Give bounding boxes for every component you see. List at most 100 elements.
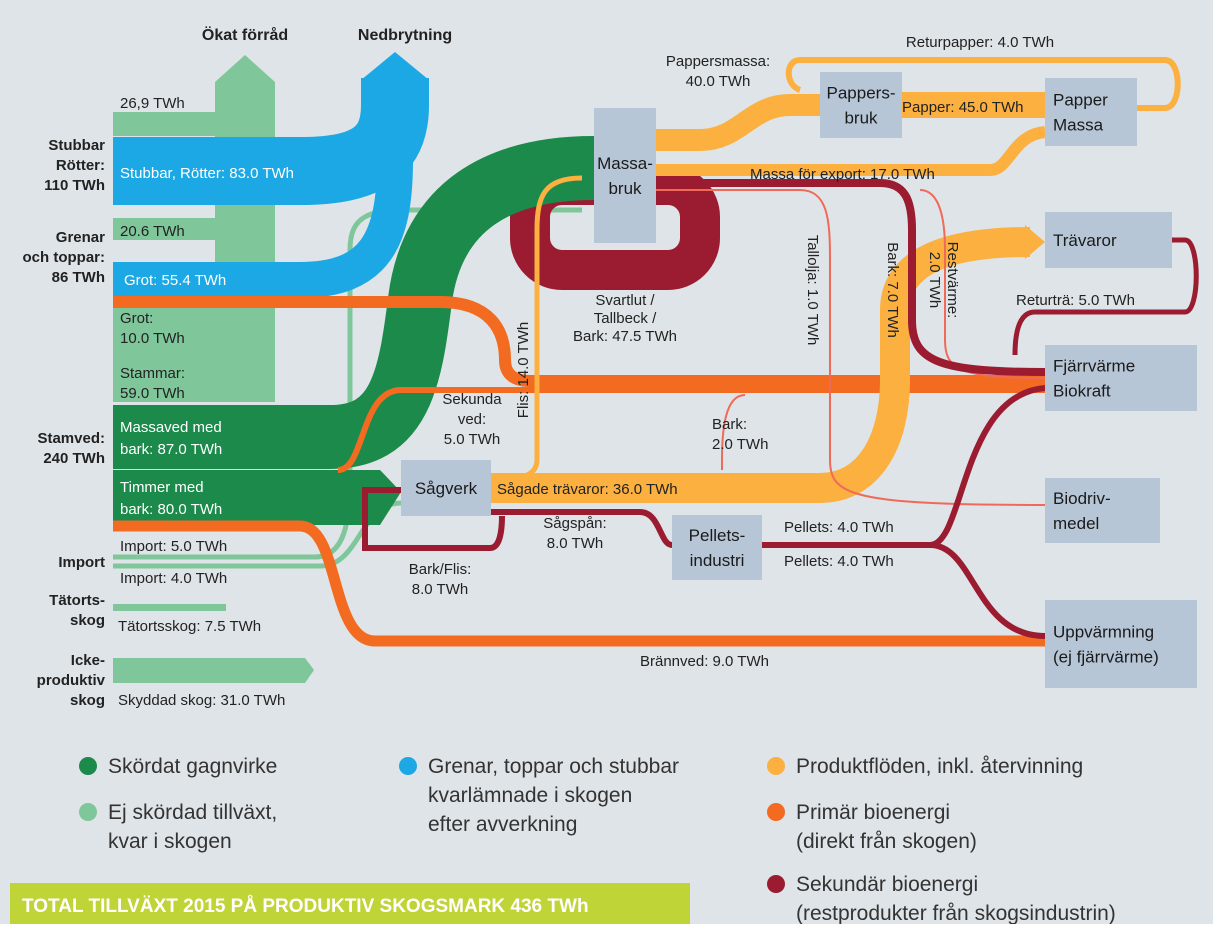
flow-label-line: Import: 5.0 TWh bbox=[120, 538, 227, 555]
node-label-line: bruk bbox=[844, 109, 878, 128]
flow-label: Stammar: 59.0 TWh bbox=[120, 365, 185, 402]
flow-label-line: Tätortsskog: 7.5 TWh bbox=[118, 618, 261, 635]
legend-dot bbox=[79, 757, 97, 775]
flow-label: Bark: 7.0 TWh bbox=[884, 242, 901, 338]
footer-text: TOTAL TILLVÄXT 2015 PÅ PRODUKTIV SKOGSMA… bbox=[22, 896, 589, 917]
flow bbox=[113, 296, 1045, 387]
legend-label: Produktflöden, inkl. återvinning bbox=[796, 755, 1083, 778]
flow bbox=[113, 159, 413, 298]
flow-label-line: 40.0 TWh bbox=[686, 73, 751, 90]
flow bbox=[113, 112, 243, 136]
node-label-line: Papper bbox=[1053, 91, 1108, 110]
flow-label: Svartlut / Tallbeck / Bark: 47.5 TWh bbox=[573, 292, 677, 345]
flow bbox=[113, 78, 429, 205]
flow-label-line: Pappersmassa: bbox=[666, 53, 770, 70]
flow-label: Import: 5.0 TWh bbox=[120, 538, 227, 555]
node-label-line: Trävaror bbox=[1053, 231, 1117, 250]
node-label: Biodriv-medel bbox=[1053, 489, 1111, 533]
flow-label: Tallolja: 1.0 TWh bbox=[804, 235, 821, 346]
node-label: Massa-bruk bbox=[597, 154, 653, 198]
flow-label-line: Tallolja: 1.0 TWh bbox=[804, 235, 821, 346]
flow-label-line: 8.0 TWh bbox=[412, 581, 468, 598]
node-box bbox=[672, 515, 762, 580]
source-label: Stamved: 240 TWh bbox=[37, 430, 105, 467]
node-label: Papper Massa bbox=[1053, 91, 1108, 135]
flow bbox=[113, 306, 275, 402]
column-header: Ökat förråd bbox=[202, 25, 288, 44]
flow bbox=[656, 179, 1046, 376]
flow-label: Pellets: 4.0 TWh bbox=[784, 553, 894, 570]
node-label-line: Biokraft bbox=[1053, 382, 1111, 401]
flow-label: Stubbar, Rötter: 83.0 TWh bbox=[120, 165, 294, 182]
source-label: Tätorts-skog bbox=[49, 592, 105, 629]
node-label: Pellets-industri bbox=[689, 526, 746, 570]
legend-dot bbox=[399, 757, 417, 775]
flow bbox=[919, 189, 1046, 379]
flow-label: Sågade trävaror: 36.0 TWh bbox=[497, 481, 678, 498]
flow-label: Returträ: 5.0 TWh bbox=[1016, 292, 1135, 309]
node-label-line: industri bbox=[690, 551, 745, 570]
flow-label-line: Brännved: 9.0 TWh bbox=[640, 653, 769, 670]
flow bbox=[656, 189, 1046, 506]
node-label-line: Fjärrvärme bbox=[1053, 357, 1135, 376]
flow-label-line: Tallbeck / bbox=[594, 310, 657, 327]
flow-label-line: ved: bbox=[458, 411, 486, 428]
source-label-line: Tätorts- bbox=[49, 592, 105, 609]
flow-label: 20.6 TWh bbox=[120, 223, 185, 240]
legend-label: Skördat gagnvirke bbox=[108, 755, 277, 778]
legend-label-line: Produktflöden, inkl. återvinning bbox=[796, 755, 1083, 778]
flow-label-line: Bark: bbox=[712, 416, 747, 433]
flows bbox=[113, 52, 1199, 683]
flow-label: Massaved med bark: 87.0 TWh bbox=[120, 419, 222, 458]
flow-label-line: Sekunda bbox=[442, 391, 502, 408]
footer-banner bbox=[10, 883, 690, 924]
legend-label-line: efter avverkning bbox=[428, 813, 577, 836]
flow-label: Returpapper: 4.0 TWh bbox=[906, 34, 1054, 51]
flow-label-line: 10.0 TWh bbox=[120, 330, 185, 347]
legend-label-line: Skördat gagnvirke bbox=[108, 755, 277, 778]
flow-label-line: Papper: 45.0 TWh bbox=[902, 99, 1023, 116]
flow-label-line: Grot: bbox=[120, 310, 153, 327]
flow-label-line: Returpapper: 4.0 TWh bbox=[906, 34, 1054, 51]
flow-label-line: Svartlut / bbox=[595, 292, 655, 309]
flow-label: Sågspån: 8.0 TWh bbox=[543, 515, 606, 552]
flow bbox=[929, 542, 1046, 639]
flow-label-line: Sågspån: bbox=[543, 515, 606, 532]
node-label: Trävaror bbox=[1053, 231, 1117, 250]
node-label-line: Pellets- bbox=[689, 526, 746, 545]
node-box bbox=[1045, 345, 1197, 411]
node-label-line: Pappers- bbox=[827, 84, 896, 103]
flow-label-line: Skyddad skog: 31.0 TWh bbox=[118, 692, 285, 709]
flow-label-line: 20.6 TWh bbox=[120, 223, 185, 240]
legend-label-line: Grenar, toppar och stubbar bbox=[428, 755, 679, 778]
flow-label-line: bark: 80.0 TWh bbox=[120, 501, 222, 518]
node-label: Sågverk bbox=[415, 479, 478, 498]
flow bbox=[113, 520, 1045, 647]
flow-label-line: bark: 87.0 TWh bbox=[120, 441, 222, 458]
flow-label-line: Sågade trävaror: 36.0 TWh bbox=[497, 481, 678, 498]
flow-label: Brännved: 9.0 TWh bbox=[640, 653, 769, 670]
flow bbox=[113, 218, 243, 240]
flow-label-line: 2.0 TWh bbox=[926, 252, 943, 308]
flow-label-line: 26,9 TWh bbox=[120, 95, 185, 112]
flow-label: 26,9 TWh bbox=[120, 95, 185, 112]
flow-label: Grot: 10.0 TWh bbox=[120, 310, 185, 347]
flow bbox=[1012, 237, 1199, 356]
legend-dot bbox=[767, 757, 785, 775]
flow bbox=[113, 604, 226, 611]
source-label: Grenar och toppar: 86 TWh bbox=[23, 229, 106, 286]
flow-label-line: Bark/Flis: bbox=[409, 561, 472, 578]
node-label: Pappers-bruk bbox=[827, 84, 896, 128]
flow-label: Pellets: 4.0 TWh bbox=[784, 519, 894, 536]
source-label-line: 240 TWh bbox=[43, 450, 105, 467]
flow-label-line: Pellets: 4.0 TWh bbox=[784, 519, 894, 536]
flow bbox=[491, 509, 673, 548]
node-label-line: Biodriv- bbox=[1053, 489, 1111, 508]
flow-label-line: Returträ: 5.0 TWh bbox=[1016, 292, 1135, 309]
flow-label: Massa för export: 17.0 TWh bbox=[750, 166, 935, 183]
flow bbox=[762, 385, 1046, 548]
source-label-line: Import bbox=[58, 554, 105, 571]
legend-label-line: (direkt från skogen) bbox=[796, 830, 977, 853]
source-label-line: skog bbox=[70, 612, 105, 629]
flow-label: Restvärme:2.0 TWh bbox=[926, 242, 961, 319]
